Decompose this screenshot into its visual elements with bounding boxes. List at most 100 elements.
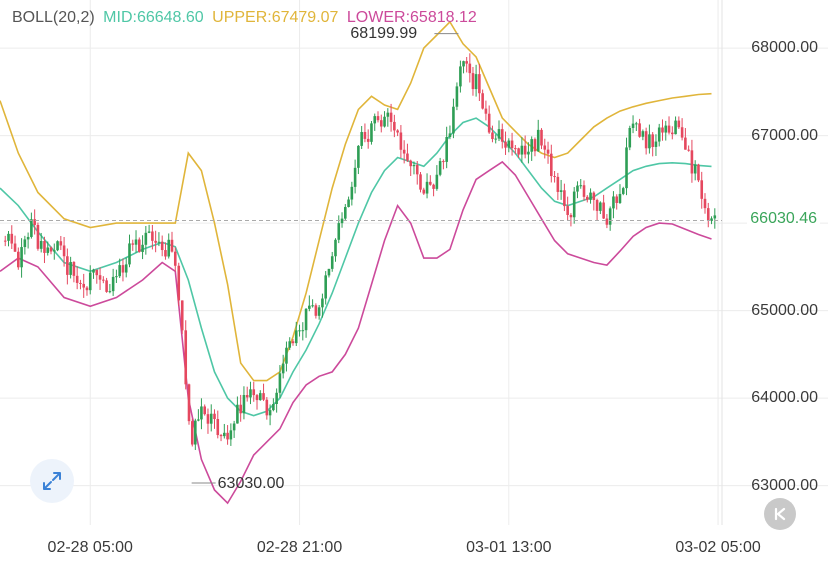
candle-body <box>98 275 102 280</box>
candle-body <box>239 404 242 414</box>
candle-body <box>412 165 416 167</box>
candle-body <box>585 196 589 200</box>
boll-legend: BOLL(20,2) MID:66648.60 UPPER:67479.07 L… <box>12 9 481 27</box>
candle-body <box>448 133 452 138</box>
candle-body <box>465 61 468 64</box>
candle-body <box>576 185 579 192</box>
candle-body <box>327 268 331 276</box>
candles <box>3 53 717 451</box>
candle-body <box>608 208 612 225</box>
x-tick-label: 03-01 13:00 <box>466 539 552 556</box>
candle-body <box>321 298 324 308</box>
candle-body <box>670 132 674 135</box>
candle-body <box>435 174 439 189</box>
candle-body <box>625 147 628 189</box>
candle-body <box>223 432 226 437</box>
candle-body <box>657 127 661 142</box>
candle-body <box>281 363 285 374</box>
candle-body <box>566 206 569 215</box>
candle-body <box>517 148 520 155</box>
candle-body <box>177 265 181 301</box>
candle-body <box>141 244 144 253</box>
candle-body <box>52 250 56 252</box>
candle-body <box>108 291 112 293</box>
candle-body <box>249 389 252 398</box>
boll-upper-line <box>0 20 712 382</box>
candle-body <box>164 250 167 257</box>
candle-body <box>72 261 76 276</box>
candle-body <box>184 330 188 385</box>
candle-body <box>49 247 53 252</box>
candle-body <box>615 196 619 203</box>
candle-body <box>252 389 256 396</box>
candle-body <box>393 121 396 131</box>
candle-body <box>144 232 148 245</box>
candle-body <box>628 127 632 148</box>
candle-body <box>664 125 668 133</box>
candle-body <box>3 240 7 242</box>
candle-body <box>442 161 445 163</box>
candle-body <box>706 208 710 222</box>
candle-body <box>491 132 494 140</box>
candle-body <box>602 202 605 219</box>
candle-body <box>190 421 194 445</box>
candle-body <box>592 192 596 201</box>
candle-body <box>353 167 357 187</box>
candle-body <box>409 160 413 167</box>
candle-body <box>612 196 615 209</box>
high-price-annotation: 68199.99 <box>350 24 418 42</box>
candle-body <box>194 420 197 445</box>
candle-body <box>559 190 563 192</box>
candle-body <box>710 218 713 222</box>
candle-body <box>703 198 707 209</box>
candle-body <box>690 150 694 174</box>
candle-body <box>121 265 125 273</box>
candle-body <box>170 239 174 252</box>
candle-body <box>258 393 262 401</box>
candle-body <box>229 430 233 440</box>
candle-body <box>33 219 36 225</box>
candle-body <box>713 215 717 219</box>
candle-body <box>285 347 288 364</box>
candle-body <box>268 410 272 416</box>
annotation-markers <box>191 33 459 484</box>
y-tick-label: 64000.00 <box>751 389 818 407</box>
candle-body <box>105 280 108 292</box>
candle-body <box>46 247 50 253</box>
candle-body <box>294 330 298 344</box>
candle-body <box>30 219 33 237</box>
candle-body <box>347 199 350 208</box>
expand-button[interactable] <box>30 459 74 503</box>
candle-body <box>527 151 530 155</box>
candle-body <box>471 73 475 90</box>
candle-body <box>85 287 89 291</box>
candle-body <box>651 134 654 147</box>
candle-body <box>546 149 550 154</box>
candle-body <box>124 264 128 273</box>
candle-body <box>462 61 465 67</box>
candle-body <box>406 153 409 161</box>
candle-body <box>648 134 651 149</box>
candle-body <box>520 145 524 155</box>
candle-body <box>487 113 491 133</box>
candle-body <box>452 106 455 134</box>
skip-back-button[interactable] <box>764 498 796 530</box>
candle-body <box>344 207 347 219</box>
candle-body <box>579 185 583 187</box>
candle-body <box>540 129 543 146</box>
candle-body <box>693 164 697 174</box>
candle-body <box>75 275 79 283</box>
candle-body <box>95 269 99 276</box>
candle-body <box>556 176 560 192</box>
candle-body <box>180 300 184 331</box>
candle-body <box>255 395 259 401</box>
candle-body <box>197 419 200 421</box>
candle-body <box>69 261 72 275</box>
candle-body <box>582 185 586 197</box>
candle-body <box>154 240 157 243</box>
candle-body <box>383 116 386 127</box>
candle-body <box>425 181 429 194</box>
candle-body <box>523 145 527 155</box>
candle-body <box>376 116 380 121</box>
candle-body <box>265 399 269 416</box>
